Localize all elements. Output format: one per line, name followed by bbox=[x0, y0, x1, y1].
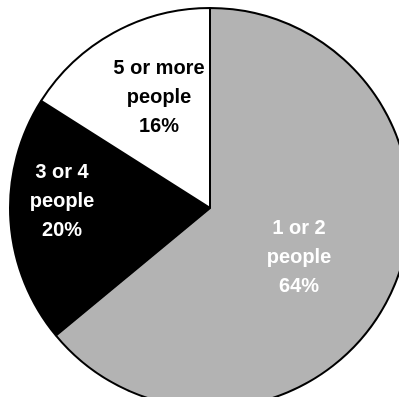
pie-labels: 1 or 2 people 64% 3 or 4 people 20% 5 or more p… bbox=[30, 57, 331, 297]
slice-label-line: 16% bbox=[139, 115, 179, 137]
slice-label-2: 3 or 4 people 20% bbox=[30, 161, 94, 241]
slice-label-3: 5 or more people 16% bbox=[113, 57, 204, 137]
pie-slices bbox=[9, 7, 399, 397]
pie-slice-3 bbox=[40, 7, 211, 209]
slice-label-line: 1 or 2 bbox=[272, 217, 325, 239]
slice-label-line: 3 or 4 bbox=[35, 161, 89, 183]
pie-slice-2 bbox=[9, 99, 211, 337]
slice-label-line: 20% bbox=[42, 219, 82, 241]
slice-label-line: 64% bbox=[279, 275, 319, 297]
slice-label-line: people bbox=[30, 190, 94, 212]
slice-label-line: 5 or more bbox=[113, 57, 204, 79]
pie-slice-1 bbox=[54, 7, 399, 397]
slice-label-line: people bbox=[267, 246, 331, 268]
slice-label-line: people bbox=[127, 86, 191, 108]
slice-label-1: 1 or 2 people 64% bbox=[267, 217, 331, 297]
